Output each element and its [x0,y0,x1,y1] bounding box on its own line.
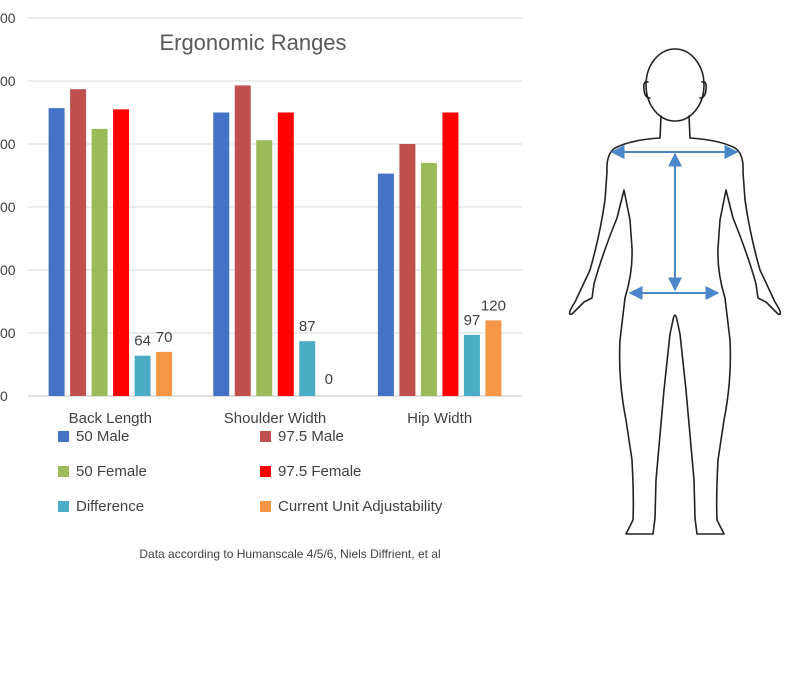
legend-swatch [260,466,271,477]
bar [113,109,130,396]
bar [299,341,316,396]
measurement-arrows [610,145,739,300]
data-label: 64 [134,333,151,350]
human-body-diagram [568,48,782,535]
legend-item: 50 Female [58,463,147,480]
y-tick-label: 00 [0,73,16,89]
x-tick-label: Hip Width [407,410,472,427]
y-tick-label: 00 [0,325,16,341]
legend-item: Difference [58,498,144,515]
data-label: 0 [325,371,333,388]
legend-label: 50 Female [76,463,147,480]
bar [156,351,173,396]
x-tick-label: Shoulder Width [224,410,327,427]
legend-swatch [260,431,271,442]
bar [213,112,230,396]
legend-label: Difference [76,498,145,515]
data-source-caption: Data according to Humanscale 4/5/6, Niel… [139,547,441,561]
body-outline [568,48,782,535]
legend-label: 50 Male [76,428,130,445]
y-tick-label: 00 [0,199,16,215]
legend-swatch [260,501,271,512]
legend-swatch [58,501,69,512]
bar [420,162,437,396]
bar [463,334,480,396]
bar [134,355,151,396]
data-label: 70 [156,329,173,346]
data-label: 87 [299,318,316,335]
bar [234,85,251,396]
bar [70,89,87,396]
y-tick-label: 0 [0,388,8,404]
legend-label: 97.5 Female [278,463,362,480]
bar [485,320,502,396]
legend-label: 97.5 Male [278,428,344,445]
legend-label: Current Unit Adjustability [278,498,443,515]
bar [399,144,416,396]
bar [377,173,394,396]
bar [442,112,459,396]
y-tick-label: 00 [0,136,16,152]
bar [48,108,65,396]
legend-swatch [58,431,69,442]
bar [277,112,294,396]
bar [91,128,108,396]
legend-item: 50 Male [58,428,129,445]
y-tick-label: 00 [0,10,16,26]
legend-item: 97.5 Male [260,428,344,445]
legend-item: 97.5 Female [260,463,361,480]
chart: Ergonomic Ranges 0 00 00 00 00 00 00 Back Lengt… [0,10,522,515]
data-label: 120 [481,297,506,314]
chart-title: Ergonomic Ranges [159,30,346,55]
legend-item: Current Unit Adjustability [260,498,442,515]
y-tick-label: 00 [0,262,16,278]
data-label: 97 [464,312,481,329]
legend-swatch [58,466,69,477]
x-tick-label: Back Length [69,410,152,427]
bar [256,140,273,396]
